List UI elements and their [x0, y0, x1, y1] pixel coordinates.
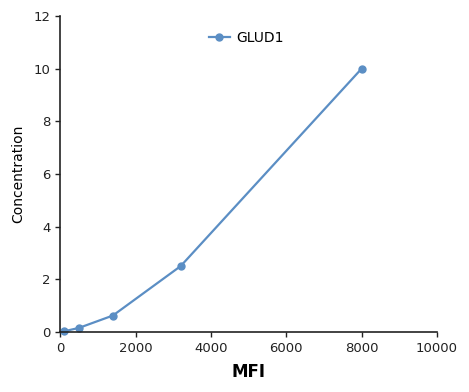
- Line: GLUD1: GLUD1: [61, 65, 365, 335]
- GLUD1: [76, 325, 82, 330]
- GLUD1: [61, 329, 67, 334]
- X-axis label: MFI: MFI: [232, 363, 265, 381]
- Legend: GLUD1: GLUD1: [204, 25, 290, 51]
- GLUD1: [110, 313, 116, 318]
- GLUD1: [178, 264, 183, 269]
- Y-axis label: Concentration: Concentration: [11, 125, 25, 223]
- GLUD1: [359, 66, 364, 71]
